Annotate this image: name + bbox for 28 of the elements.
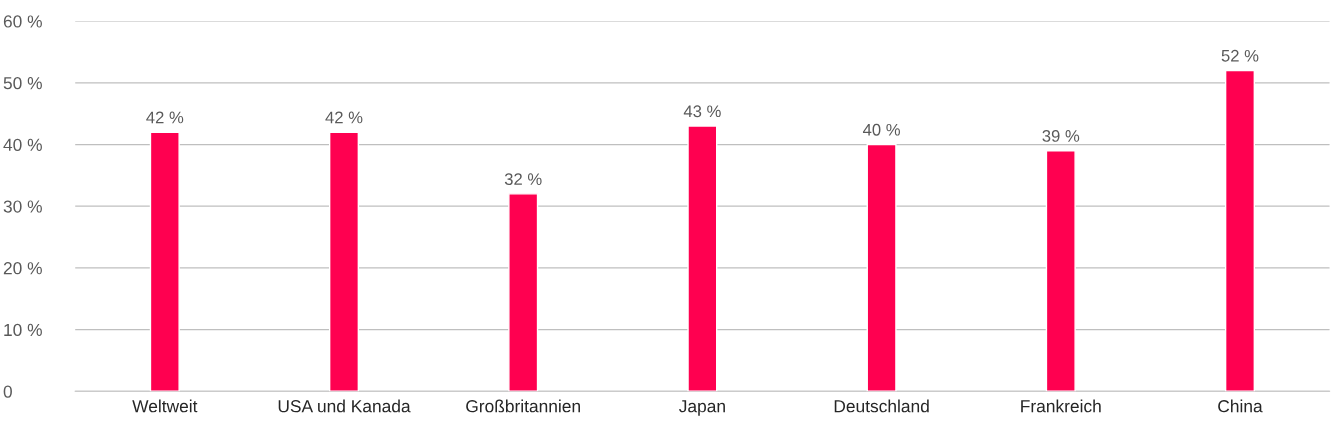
y-tick-label: 40 % — [3, 138, 42, 151]
data-label: 40 % — [862, 123, 900, 136]
bar — [1224, 69, 1256, 392]
x-tick-label: Japan — [679, 400, 725, 416]
data-label: 43 % — [683, 105, 721, 118]
y-tick-label: 30 % — [3, 200, 42, 213]
x-tick-label: Weltweit — [132, 399, 198, 413]
data-label: 52 % — [1221, 49, 1259, 62]
x-tick-label: USA und Kanada — [278, 399, 411, 413]
x-tick-label: Großbritannien — [466, 399, 580, 413]
bar — [508, 193, 539, 392]
y-tick-label: 10 % — [4, 323, 42, 337]
x-tick-label: Frankreich — [1021, 399, 1101, 413]
y-tick-label: 50 % — [3, 77, 42, 90]
x-tick-label: China — [1218, 399, 1263, 413]
data-label: 39 % — [1042, 130, 1080, 142]
x-tick-label: Deutschland — [834, 399, 929, 413]
bar — [149, 131, 180, 392]
bar — [687, 125, 718, 392]
bar — [328, 131, 360, 392]
y-tick-label: 20 % — [3, 262, 42, 275]
bar — [866, 143, 897, 392]
data-label: 32 % — [504, 173, 542, 186]
y-tick-label: 0 — [3, 385, 12, 398]
bar — [1045, 149, 1076, 392]
data-label: 42 % — [146, 111, 184, 124]
data-label: 42 % — [325, 111, 363, 124]
y-tick-label: 60 % — [3, 15, 42, 28]
